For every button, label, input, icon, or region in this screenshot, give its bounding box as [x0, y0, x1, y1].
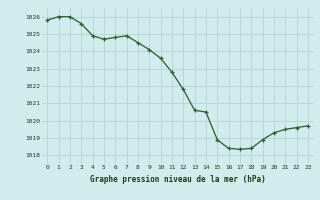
X-axis label: Graphe pression niveau de la mer (hPa): Graphe pression niveau de la mer (hPa): [90, 175, 266, 184]
